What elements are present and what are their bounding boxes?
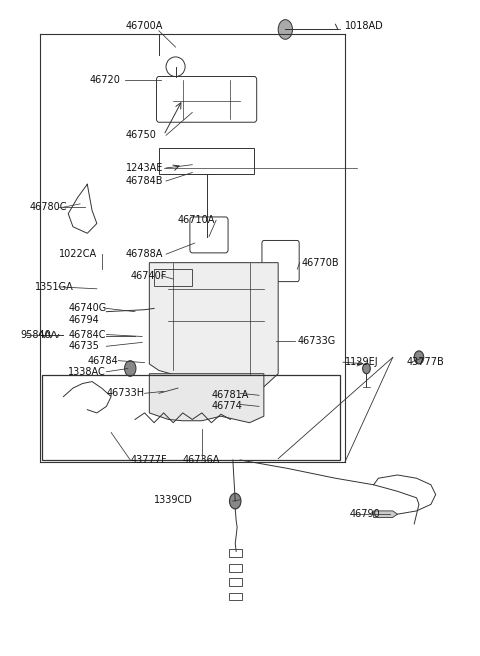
Bar	[159, 148, 254, 174]
Bar	[228, 592, 242, 600]
Text: 43777F: 43777F	[130, 455, 167, 465]
Bar	[228, 550, 242, 558]
Text: 46740F: 46740F	[130, 271, 167, 281]
Text: 46720: 46720	[90, 75, 120, 85]
Text: 46735: 46735	[68, 341, 99, 352]
Text: 1018AD: 1018AD	[345, 21, 384, 31]
Text: 43777B: 43777B	[407, 357, 445, 367]
Circle shape	[414, 351, 424, 364]
Text: 46784C: 46784C	[68, 329, 106, 340]
Circle shape	[278, 20, 292, 39]
Bar	[42, 375, 340, 460]
Text: 46733H: 46733H	[107, 388, 144, 398]
Text: 1339CD: 1339CD	[154, 495, 193, 505]
Text: 46700A: 46700A	[126, 21, 163, 31]
Text: 1243AE: 1243AE	[125, 163, 163, 173]
Polygon shape	[149, 374, 264, 422]
Text: 95840: 95840	[21, 329, 51, 340]
Text: 46736A: 46736A	[183, 455, 220, 465]
Text: 46710A: 46710A	[178, 215, 216, 225]
Text: 46740G: 46740G	[68, 304, 107, 314]
Text: 46781A: 46781A	[211, 390, 249, 400]
Bar	[228, 564, 242, 571]
Text: 46774: 46774	[211, 401, 242, 411]
Text: 46784: 46784	[87, 356, 118, 365]
Text: 46790: 46790	[350, 509, 381, 519]
Polygon shape	[149, 262, 278, 388]
Circle shape	[229, 493, 241, 509]
Text: 1022CA: 1022CA	[59, 249, 97, 259]
Text: 1351GA: 1351GA	[35, 282, 73, 292]
Text: 46750: 46750	[125, 131, 156, 140]
Text: 46788A: 46788A	[125, 249, 163, 259]
Polygon shape	[373, 511, 397, 518]
Text: 46784B: 46784B	[125, 176, 163, 186]
Bar	[228, 578, 242, 586]
Circle shape	[363, 363, 370, 374]
Text: 1338AC: 1338AC	[68, 367, 106, 377]
Text: 46733G: 46733G	[297, 336, 336, 346]
Text: 1129EJ: 1129EJ	[345, 357, 379, 367]
Circle shape	[124, 361, 136, 377]
Text: 46770B: 46770B	[302, 258, 340, 268]
Bar	[154, 269, 192, 285]
Text: 46794: 46794	[68, 315, 99, 325]
Text: 46780C: 46780C	[30, 202, 68, 212]
